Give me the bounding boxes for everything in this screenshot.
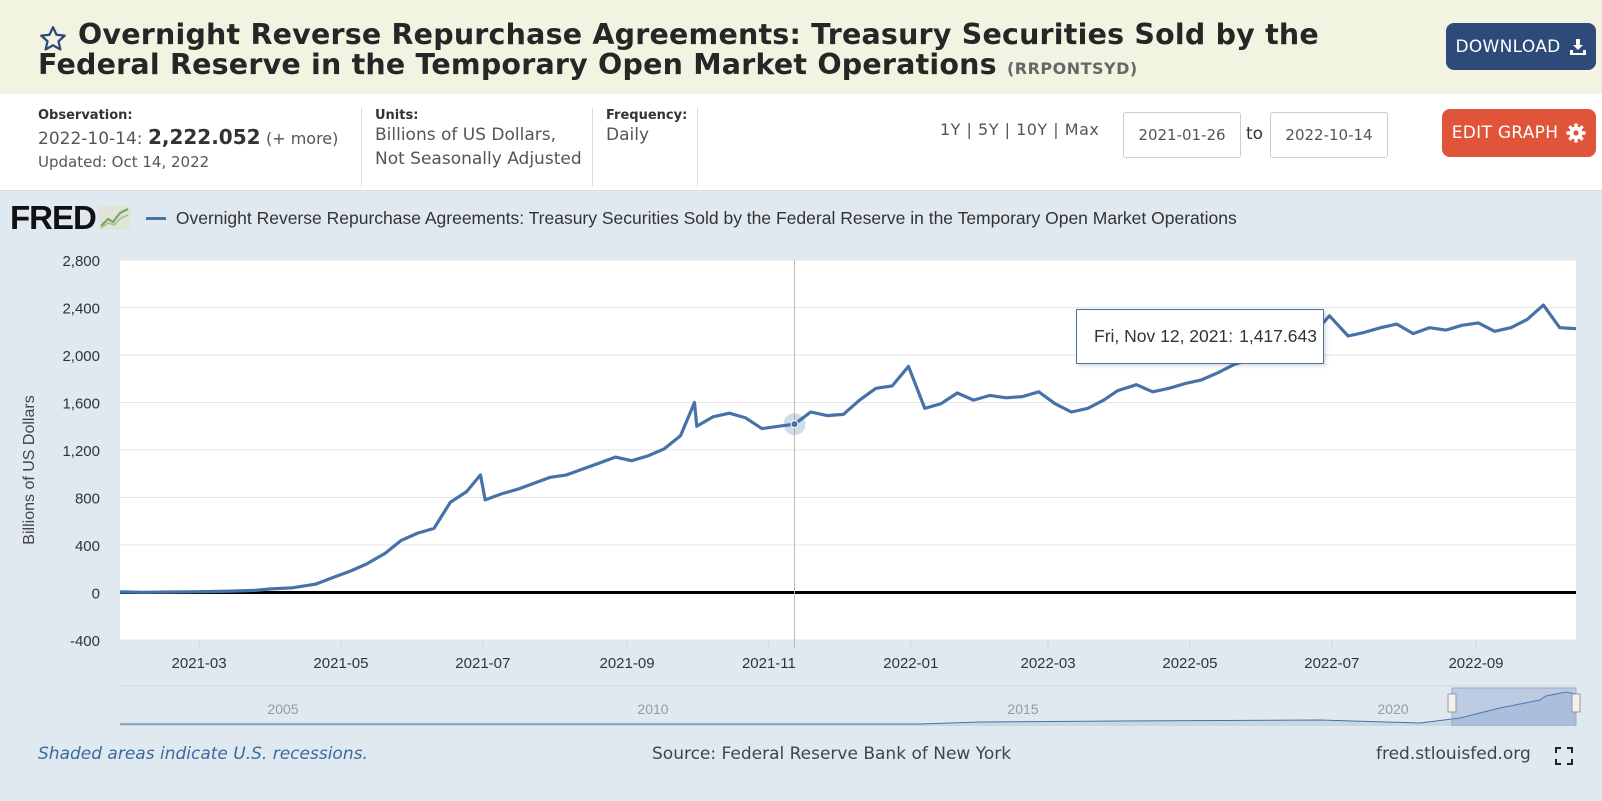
units-label: Units:	[375, 108, 419, 123]
range-5y[interactable]: 5Y	[978, 120, 999, 139]
y-tick-label: 2,000	[62, 348, 100, 365]
range-separator: |	[966, 120, 973, 139]
hover-point[interactable]	[790, 420, 799, 429]
fred-logo: FRED	[10, 199, 97, 236]
x-tick-label: 2022-09	[1448, 655, 1503, 672]
navigator-selection[interactable]	[1451, 687, 1577, 726]
y-tick-label: 2,400	[62, 301, 100, 318]
navigator-handle[interactable]	[1447, 693, 1457, 713]
range-separator: |	[1053, 120, 1060, 139]
y-tick-label: 2,800	[62, 253, 100, 270]
legend-line-swatch	[145, 216, 166, 220]
legend-series-name[interactable]: Overnight Reverse Repurchase Agreements:…	[175, 207, 1237, 228]
range-max[interactable]: Max	[1064, 120, 1100, 139]
observation-more-link[interactable]: (+ more)	[265, 129, 339, 148]
x-tick-label: 2021-03	[172, 655, 227, 672]
observation-block: Observation: 2022-10-14: 2,222.052 (+ mo…	[38, 108, 338, 171]
fullscreen-icon[interactable]	[1554, 746, 1574, 766]
header: Overnight Reverse Repurchase Agreements:…	[0, 0, 1602, 94]
frequency-block: Frequency: Daily	[606, 108, 687, 147]
y-tick-label: 800	[75, 491, 100, 508]
navigator-year-label: 2015	[1007, 701, 1038, 717]
chart-tooltip: Fri, Nov 12, 2021: 1,417.643	[1076, 309, 1324, 364]
range-separator: |	[1004, 120, 1011, 139]
units-line-2: Not Seasonally Adjusted	[375, 149, 582, 169]
range-selector: 1Y | 5Y | 10Y | Max	[940, 120, 1099, 139]
chart[interactable]: -400 0 400 800 1,200 1,600 2,000 2,400 2,800 2021…	[0, 240, 1602, 726]
y-tick-label: 1,600	[62, 396, 100, 413]
x-tick-label: 2021-09	[600, 655, 655, 672]
series-code: (RRPONTSYD)	[1006, 59, 1138, 78]
units-block: Units: Billions of US Dollars, Not Seaso…	[375, 108, 582, 171]
download-button[interactable]: DOWNLOAD	[1446, 23, 1596, 70]
chart-legend: FRED Overnight Reverse Repurchase Agreem…	[10, 199, 1237, 236]
edit-graph-button[interactable]: EDIT GRAPH	[1442, 109, 1596, 157]
frequency-value: Daily	[606, 125, 650, 145]
units-line-1: Billions of US Dollars,	[375, 125, 557, 145]
observation-date: 2022-10-14:	[38, 129, 143, 149]
x-tick-label: 2021-07	[455, 655, 510, 672]
y-tick-label: 1,200	[62, 443, 100, 460]
y-axis-label: Billions of US Dollars	[21, 395, 38, 544]
date-to-label: to	[1246, 124, 1264, 144]
navigator-area	[120, 692, 1576, 726]
x-tick-label: 2022-05	[1162, 655, 1217, 672]
navigator-year-label: 2020	[1377, 701, 1408, 717]
fred-graph-icon	[98, 206, 131, 230]
x-tick-label: 2021-05	[313, 655, 368, 672]
series-line[interactable]	[119, 303, 1577, 594]
y-tick-label: -400	[70, 633, 100, 650]
navigator-year-label: 2005	[267, 701, 298, 717]
favorite-star-icon[interactable]	[38, 24, 68, 54]
navigator-handle[interactable]	[1571, 693, 1581, 713]
date-from-input[interactable]: 2021-01-26	[1123, 112, 1241, 158]
page-title: Overnight Reverse Repurchase Agreements:…	[38, 20, 1418, 84]
edit-graph-label: EDIT GRAPH	[1451, 123, 1559, 143]
date-to-input[interactable]: 2022-10-14	[1270, 112, 1388, 158]
y-tick-label: 0	[92, 586, 100, 603]
x-tick-label: 2022-07	[1304, 655, 1359, 672]
site-link[interactable]: fred.stlouisfed.org	[1376, 744, 1531, 764]
observation-label: Observation:	[38, 108, 133, 123]
updated-date: Updated: Oct 14, 2022	[38, 153, 210, 171]
source-text: Source: Federal Reserve Bank of New York	[652, 744, 1012, 764]
series-title: Overnight Reverse Repurchase Agreements:…	[38, 18, 1319, 81]
x-tick-label: 2021-11	[742, 655, 796, 672]
range-10y[interactable]: 10Y	[1016, 120, 1048, 139]
tooltip-date: Fri, Nov 12, 2021:	[1094, 326, 1234, 346]
range-1y[interactable]: 1Y	[940, 120, 961, 139]
observation-value: 2,222.052	[147, 125, 261, 149]
download-icon	[1569, 38, 1586, 55]
y-tick-label: 400	[75, 538, 100, 555]
frequency-label: Frequency:	[606, 108, 688, 123]
tooltip-value: 1,417.643	[1239, 326, 1317, 346]
download-label: DOWNLOAD	[1455, 36, 1561, 57]
navigator-line	[120, 691, 1577, 725]
gear-icon	[1566, 123, 1586, 143]
metadata-bar: Observation: 2022-10-14: 2,222.052 (+ mo…	[0, 94, 1602, 191]
recession-note: Shaded areas indicate U.S. recessions.	[38, 744, 368, 764]
navigator-year-label: 2010	[637, 701, 668, 717]
x-tick-label: 2022-03	[1020, 655, 1075, 672]
x-tick-label: 2022-01	[883, 655, 938, 672]
